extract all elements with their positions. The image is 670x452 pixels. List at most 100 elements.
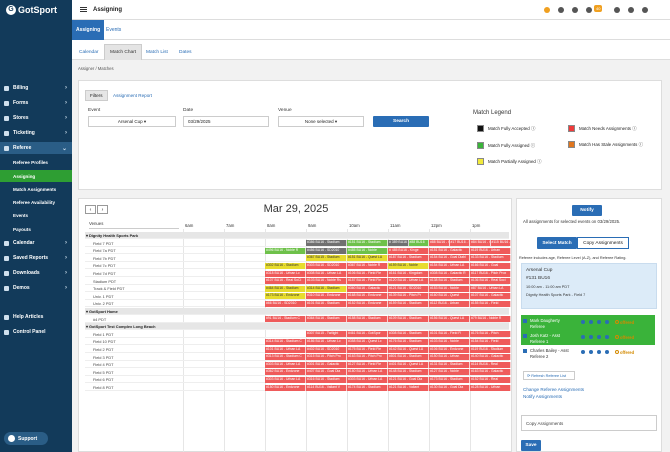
match-cell[interactable]: #308 BU16 - Stadium <box>388 331 429 338</box>
match-cell[interactable]: #151 BU16 - Stadium <box>347 240 388 247</box>
sidebar-sub-referee-availability[interactable]: Referee Availability <box>13 199 56 205</box>
info-icon[interactable]: ⓘ <box>530 125 536 131</box>
tab-dates[interactable]: Dates <box>179 49 192 55</box>
gear-icon[interactable] <box>642 7 648 13</box>
match-cell[interactable]: #142 BU16 - Quest LA <box>388 346 429 353</box>
match-cell[interactable]: #139 BU16 - Pitch Pr <box>388 293 429 300</box>
delete-icon[interactable] <box>597 320 601 324</box>
sidebar-sub-payouts[interactable]: Payouts <box>13 226 31 232</box>
match-cell[interactable]: #101 BU16 - Stadium <box>306 300 347 307</box>
match-cell[interactable]: #307 BU15 - Twilight <box>306 331 347 338</box>
match-cell[interactable]: #801 BU16 - Stadium <box>388 354 429 361</box>
change-referee-assignments-link[interactable]: Change Referee Assignments <box>523 387 585 392</box>
sidebar-item-referee[interactable]: Referee ⌄ <box>0 142 72 154</box>
match-cell[interactable]: #358 BU16 - Quest Lc <box>347 338 388 345</box>
match-cell[interactable]: #163 BU16 - Pitch Pro <box>347 354 388 361</box>
assignment-report-tab[interactable]: Assignment Report <box>113 93 153 98</box>
message-icon[interactable] <box>605 320 609 324</box>
match-cell[interactable]: #154 BU16 - Urban LA <box>429 262 470 269</box>
match-cell[interactable]: #153 BU16 - Noble <box>429 285 470 292</box>
filters-tab[interactable]: Filters <box>85 90 108 101</box>
match-cell[interactable]: #318 BU16 - Urban Lc <box>265 270 306 277</box>
match-cell[interactable]: #158 BU16 - Stadium <box>347 316 388 323</box>
date-input[interactable]: 03/29/2025 <box>183 116 269 127</box>
match-cell[interactable]: #157 BU16 - Field Fie <box>347 278 388 285</box>
match-cell[interactable]: #364 BU16 - Stadium <box>306 316 347 323</box>
tab-calendar[interactable]: Calendar <box>79 49 99 55</box>
match-cell[interactable]: #109 BU16 - Stadium <box>388 316 429 323</box>
match-cell[interactable]: #103 BU16 - Noble <box>429 338 470 345</box>
match-cell[interactable]: #402 BU16 - SD2010 <box>306 346 347 353</box>
match-cell[interactable]: #174 BU16 - Stadium <box>347 384 388 391</box>
match-cell[interactable]: #114 BU16 - Real <box>470 361 511 368</box>
match-cell[interactable]: #130 BU16 - Goal Dia <box>429 384 470 391</box>
match-cell[interactable]: #150 BU16 - Urban <box>429 354 470 361</box>
sidebar-sub-assigning[interactable]: Assigning <box>0 170 72 182</box>
match-cell[interactable]: #17 BU16 - Real <box>449 240 470 247</box>
match-cell[interactable]: #180 BU16 - Urban LA <box>347 369 388 376</box>
match-cell[interactable]: #119 BU16 - Urban <box>470 247 511 254</box>
match-cell[interactable]: #87 BU16 - Urban LA <box>470 285 511 292</box>
sidebar-sub-referee-profiles[interactable]: Referee Profiles <box>13 159 48 165</box>
view-icon[interactable] <box>589 320 593 324</box>
info-icon[interactable]: ⓘ <box>632 125 637 131</box>
match-cell[interactable]: #308 BU16 - Galactic R <box>429 270 470 277</box>
referee-checkbox[interactable] <box>523 319 527 323</box>
match-cell[interactable]: #66 BU16 - SD2010 <box>265 300 306 307</box>
match-cell[interactable]: #88 BU16 <box>408 240 429 247</box>
match-cell[interactable]: #176 BU16 - Pitch <box>470 331 511 338</box>
match-cell[interactable]: #303 BU16 - Urban LA <box>265 361 306 368</box>
sidebar-item-calendar[interactable]: Calendar › <box>0 237 72 249</box>
match-cell[interactable]: #152 BU16 - Endzone <box>347 300 388 307</box>
match-cell[interactable]: #91 BU16 - Stadium C <box>265 316 306 323</box>
match-cell[interactable]: #175 BU16 - Field Fie <box>347 346 388 353</box>
copy-assignments-button[interactable]: Copy Assignments <box>577 237 629 249</box>
match-cell[interactable]: #301 BU16 - Galactic <box>306 361 347 368</box>
match-cell[interactable]: #151 BU16 - Galactic <box>429 247 470 254</box>
match-cell[interactable]: #117 BU16 - Pitch Prox <box>470 270 511 277</box>
venue-select[interactable]: None selected ▾ <box>278 116 364 127</box>
match-cell[interactable]: #155 BU16 - Field <box>470 300 511 307</box>
venue-name[interactable]: ▾ Dignity Health Sports Park <box>86 233 139 238</box>
match-cell[interactable]: #310 BU16 - Endzone <box>306 293 347 300</box>
tab-assigning[interactable]: Assigning <box>72 20 105 40</box>
match-cell[interactable]: #79 BU16 - Noble R <box>470 316 511 323</box>
tab-match-list[interactable]: Match List <box>146 49 168 55</box>
tab-match-chart[interactable]: Match Chart <box>104 44 143 60</box>
event-select[interactable]: Arsenal Cup ▾ <box>88 116 176 127</box>
edit-icon[interactable] <box>581 350 585 354</box>
match-cell[interactable]: #485 BU16 - Noble <box>347 247 388 254</box>
match-cell[interactable]: #303 BU16 - Urban LA <box>265 376 306 383</box>
match-cell[interactable]: #302 BU16 - Stadium <box>265 262 306 269</box>
sidebar-item-forms[interactable]: Forms › <box>0 97 72 109</box>
search-button[interactable]: Search <box>373 116 429 127</box>
support-button[interactable]: Support <box>4 432 48 445</box>
match-cell[interactable]: #121 BU16 - Valiant <box>388 384 429 391</box>
match-cell[interactable]: #486 BU16 - SD2010 <box>306 247 347 254</box>
match-cell[interactable]: #314 BU16 - Stadium C <box>265 338 306 345</box>
match-cell[interactable]: #461 BU16 - GotSpor <box>347 331 388 338</box>
match-cell[interactable]: #163 BU16 - Galactic <box>470 369 511 376</box>
info-icon[interactable]: ⓘ <box>638 141 643 147</box>
match-cell[interactable]: #140 BU16 - Galactic <box>470 354 511 361</box>
delete-icon[interactable] <box>597 350 601 354</box>
match-cell[interactable]: #161 BU16 - Kingdom <box>388 270 429 277</box>
match-cell[interactable]: #315 BU16 - Pitch Pro <box>306 354 347 361</box>
match-cell[interactable]: #106 BU16 - Endzone <box>429 346 470 353</box>
match-cell[interactable]: #303 BU16 - SD2010 <box>306 262 347 269</box>
match-cell[interactable]: #84 BU16 - Galactic <box>470 240 491 247</box>
match-cell[interactable]: #107 BU16 - Galactic <box>470 293 511 300</box>
match-cell[interactable]: #303 BU16 - Urban LA <box>347 376 388 383</box>
match-cell[interactable]: #187 BU16 - Stadium <box>388 255 429 262</box>
brand-logo[interactable]: G GotSport <box>0 0 72 20</box>
match-cell[interactable]: #138 BU16 - Stadium <box>429 278 470 285</box>
sidebar-item-billing[interactable]: Billing › <box>0 82 72 94</box>
sidebar-item-help-articles[interactable]: Help Articles <box>0 311 72 323</box>
match-cell[interactable]: #121 BU16 - Goal Dia <box>388 376 429 383</box>
match-cell[interactable]: #133 BU16 - Stadium <box>470 255 511 262</box>
tab-events[interactable]: Events <box>106 27 122 33</box>
match-cell[interactable]: #127 BU16 - Field Fie <box>347 361 388 368</box>
match-cell[interactable]: #464 BU16 - Stadium <box>265 285 306 292</box>
copy-assignments-input[interactable]: Copy Assignments <box>521 415 657 431</box>
match-cell[interactable]: #314 BU16 - Stadium <box>306 285 347 292</box>
